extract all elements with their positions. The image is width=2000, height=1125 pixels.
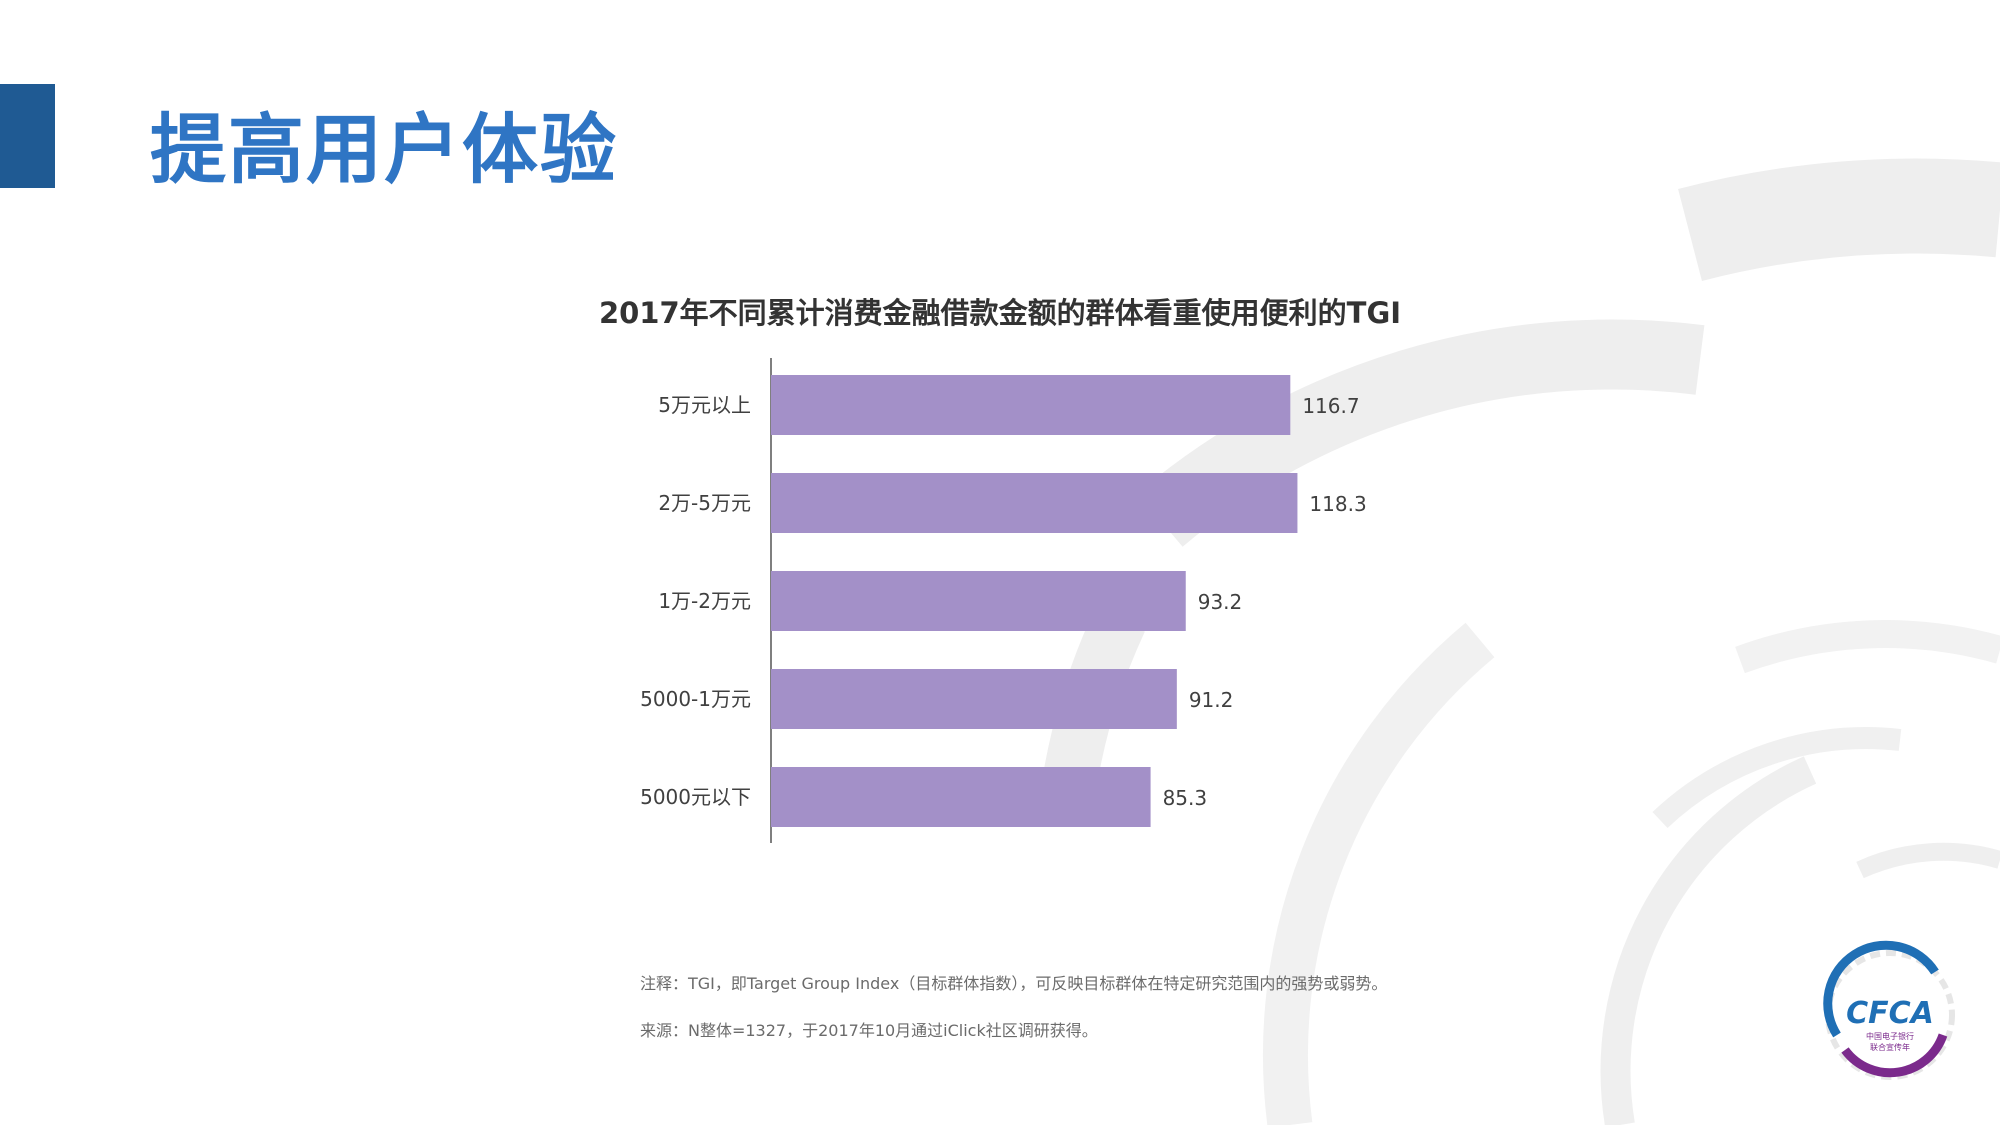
value-label-1: 118.3 [1309,492,1366,516]
bar-4 [771,767,1151,827]
category-label-4: 5000元以下 [640,785,751,809]
chart-source: 来源：N整体=1327，于2017年10月通过iClick社区调研获得。 [640,1021,1098,1040]
bar-0 [771,375,1291,435]
title-accent-bar [0,84,55,188]
value-label-0: 116.7 [1302,394,1359,418]
logo-subtext-2: 联合宣传年 [1870,1042,1910,1052]
value-label-2: 93.2 [1198,590,1243,614]
bar-3 [771,669,1177,729]
bar-2 [771,571,1186,631]
logo-subtext-1: 中国电子银行 [1866,1031,1914,1041]
category-label-2: 1万-2万元 [658,589,751,613]
category-label-1: 2万-5万元 [658,491,751,515]
value-label-3: 91.2 [1189,688,1234,712]
value-label-4: 85.3 [1163,786,1208,810]
page-title: 提高用户体验 [150,105,618,194]
category-label-0: 5万元以上 [658,393,751,417]
category-label-3: 5000-1万元 [640,687,751,711]
chart-note: 注释：TGI，即Target Group Index（目标群体指数），可反映目标… [640,974,1388,993]
logo-text: CFCA [1846,996,1934,1031]
chart-title: 2017年不同累计消费金融借款金额的群体看重使用便利的TGI [598,296,1402,330]
cfca-logo: CFCA 中国电子银行 联合宣传年 [1823,940,1955,1080]
bar-1 [771,473,1298,533]
